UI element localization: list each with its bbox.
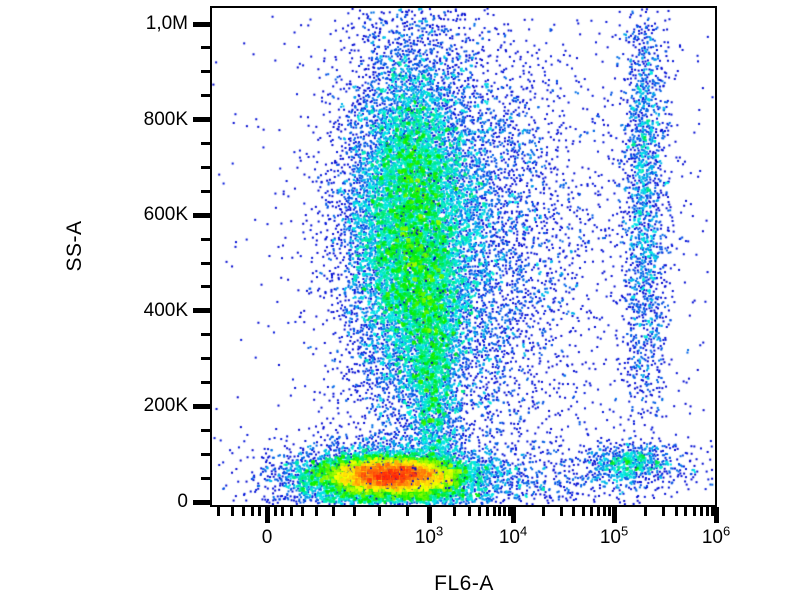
y-tick-label: 400K (143, 299, 188, 321)
x-major-tick (426, 507, 432, 523)
x-minor-tick (492, 507, 496, 516)
y-minor-tick (201, 476, 210, 480)
y-axis-title: SS-A (63, 220, 86, 272)
x-minor-tick (643, 507, 647, 516)
y-minor-tick (201, 357, 210, 361)
x-minor-tick (590, 507, 594, 516)
x-minor-tick (602, 507, 606, 516)
y-minor-tick (201, 285, 210, 289)
x-minor-tick (280, 507, 284, 516)
y-minor-tick (201, 381, 210, 384)
y-minor-tick (201, 165, 210, 169)
y-tick-label: 600K (143, 204, 188, 226)
x-minor-tick (478, 507, 482, 516)
y-minor-tick (201, 452, 210, 456)
y-major-tick (193, 499, 210, 505)
x-minor-tick (300, 507, 304, 516)
x-minor-tick (257, 507, 261, 516)
x-major-tick (510, 507, 516, 523)
y-major-tick (193, 308, 210, 314)
plot-frame (210, 6, 717, 507)
x-minor-tick (541, 507, 545, 516)
x-minor-tick (572, 507, 576, 516)
y-tick-label: 200K (143, 395, 188, 417)
x-minor-tick (250, 507, 254, 516)
y-major-tick (193, 403, 210, 409)
x-major-tick (264, 507, 270, 523)
x-minor-tick (241, 507, 245, 516)
x-minor-tick (684, 507, 688, 516)
x-tick-label: 104 (498, 523, 528, 548)
x-minor-tick (314, 507, 318, 516)
x-tick-label: 105 (599, 523, 629, 548)
x-tick-label: 106 (701, 523, 731, 548)
x-minor-tick (674, 507, 678, 516)
x-minor-tick (582, 507, 586, 516)
y-major-tick (193, 21, 210, 27)
x-minor-tick (596, 507, 600, 516)
y-major-tick (193, 212, 210, 218)
density-scatter-canvas (212, 8, 715, 505)
x-minor-tick (705, 507, 709, 516)
x-minor-tick (230, 507, 234, 516)
x-minor-tick (498, 507, 502, 516)
x-minor-tick (661, 507, 665, 516)
x-minor-tick (216, 507, 220, 516)
y-minor-tick (201, 70, 210, 74)
x-minor-tick (289, 507, 293, 516)
y-minor-tick (201, 237, 210, 241)
y-minor-tick (201, 428, 210, 432)
y-minor-tick (201, 46, 210, 50)
x-minor-tick (486, 507, 490, 516)
y-minor-tick (201, 189, 210, 193)
x-major-tick (611, 507, 617, 523)
x-axis-title: FL6-A (434, 572, 494, 595)
x-minor-tick (377, 507, 381, 516)
x-minor-tick (352, 507, 356, 516)
y-minor-tick (201, 142, 210, 145)
y-minor-tick (201, 261, 210, 265)
x-minor-tick (467, 507, 471, 516)
x-minor-tick (699, 507, 703, 516)
x-minor-tick (405, 507, 409, 516)
y-tick-label: 1,0M (145, 13, 188, 34)
x-minor-tick (452, 507, 456, 516)
x-tick-label: 0 (261, 527, 273, 548)
y-tick-label: 0 (177, 491, 188, 512)
y-tick-label: 800K (143, 108, 188, 130)
x-minor-tick (503, 507, 507, 516)
x-minor-tick (692, 507, 696, 516)
y-minor-tick (201, 94, 210, 98)
y-minor-tick (201, 333, 210, 337)
x-minor-tick (507, 507, 511, 516)
y-major-tick (193, 117, 210, 123)
x-minor-tick (710, 507, 714, 516)
x-major-tick (713, 507, 719, 523)
x-minor-tick (331, 507, 335, 516)
x-minor-tick (273, 507, 277, 516)
x-tick-label: 103 (414, 523, 444, 548)
x-minor-tick (607, 507, 611, 516)
x-minor-tick (559, 507, 563, 516)
